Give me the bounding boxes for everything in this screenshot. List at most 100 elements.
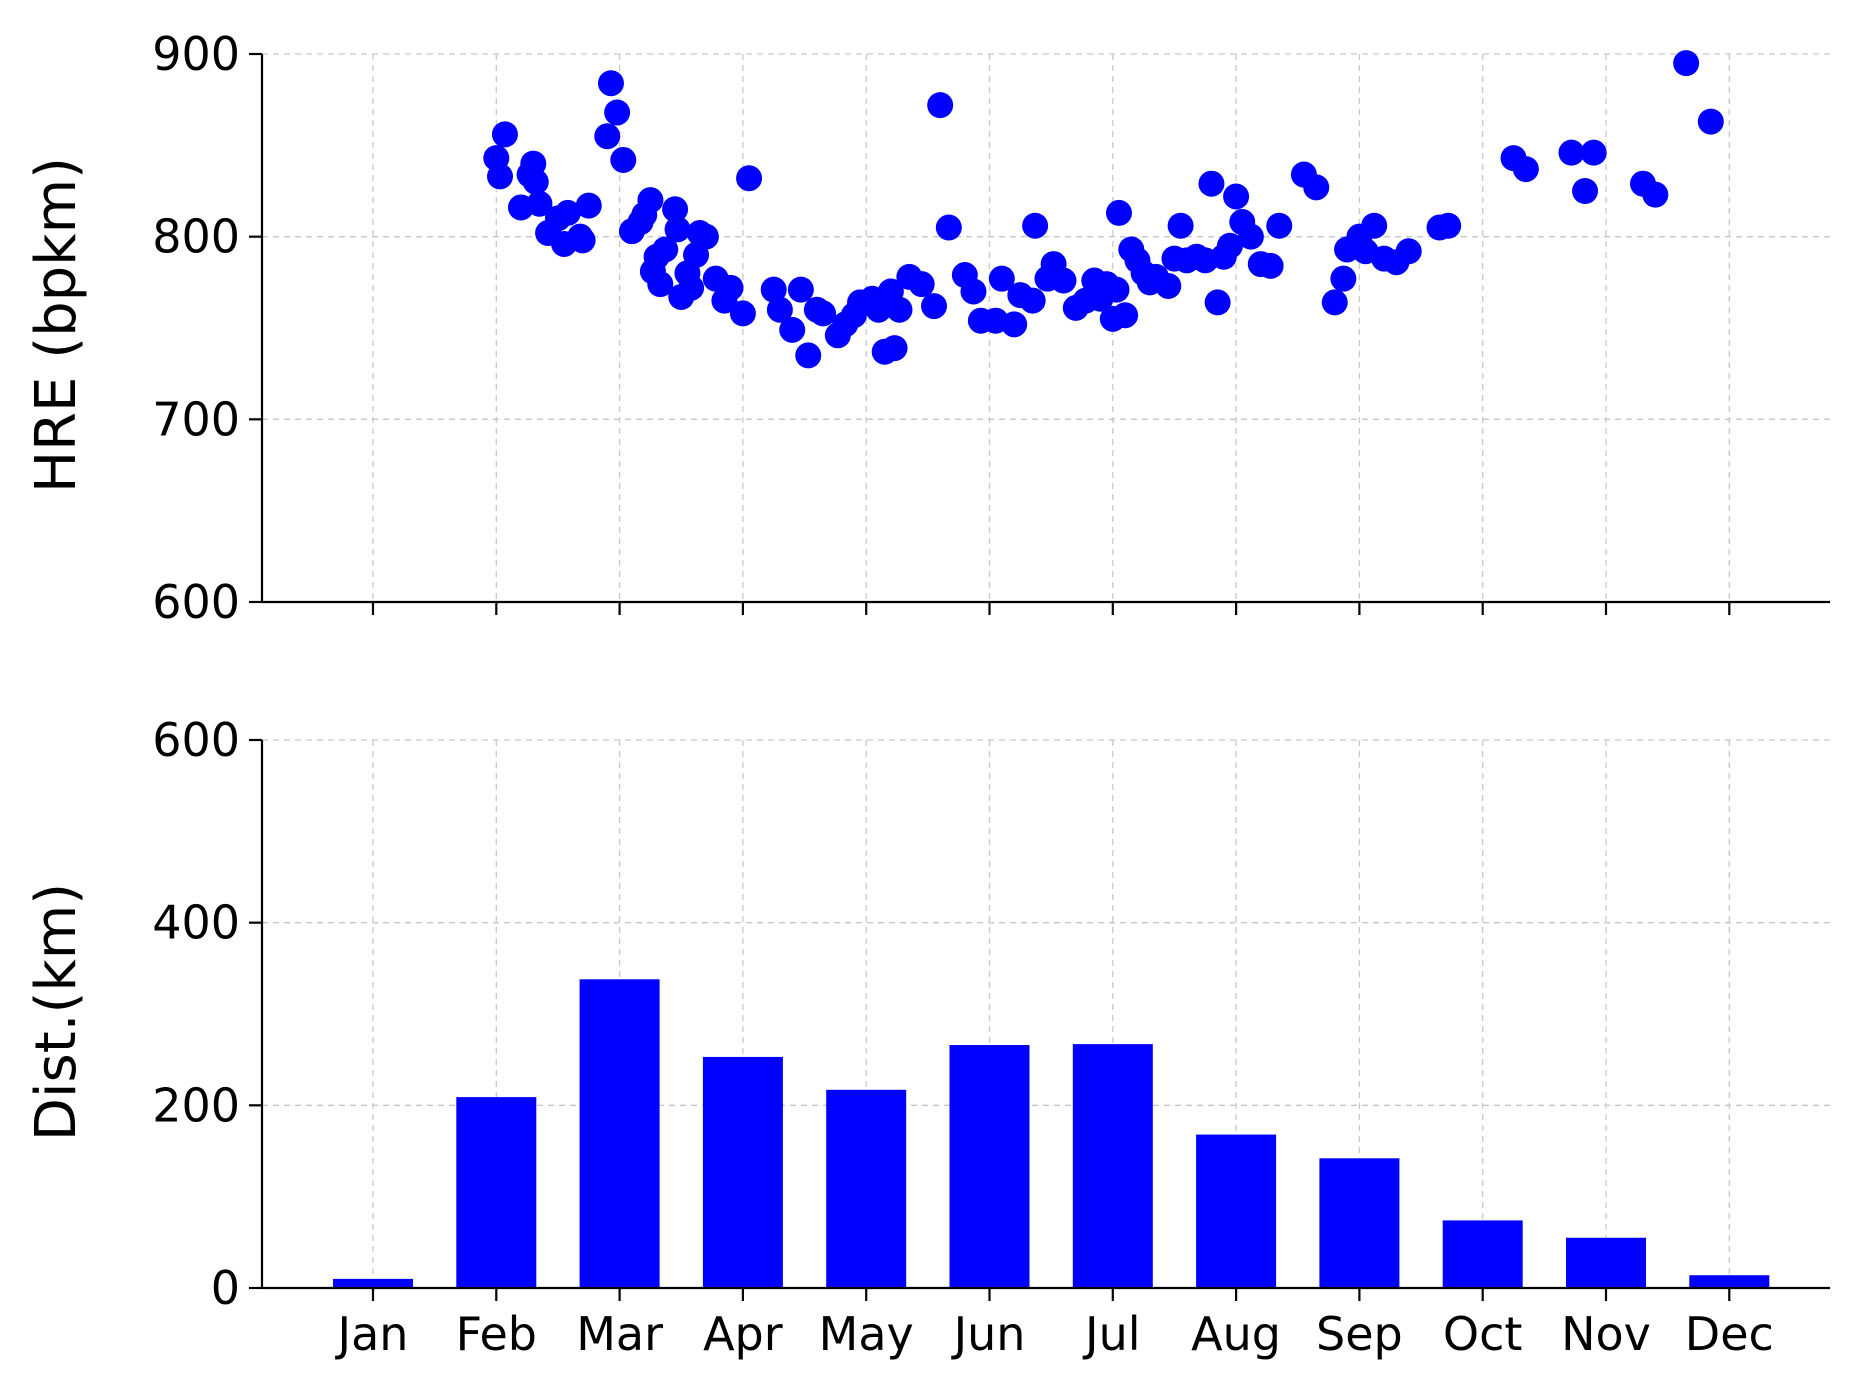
hre-point <box>1167 212 1194 239</box>
hre-axes: 600 700 800 900 <box>152 27 1830 629</box>
hre-point <box>810 300 837 327</box>
distance-y-tick-label: 0 <box>211 1261 240 1315</box>
distance-bar-apr <box>702 1056 783 1288</box>
hre-point <box>988 265 1015 292</box>
month-tick-label: Jul <box>1082 1307 1141 1361</box>
distance-y-tick-label: 600 <box>152 713 240 767</box>
distance-bar-mar <box>579 979 660 1288</box>
distance-bar-nov <box>1566 1237 1646 1288</box>
hre-point <box>1303 174 1330 201</box>
hre-point <box>1019 287 1046 314</box>
month-tick-label: Dec <box>1685 1307 1774 1361</box>
month-tick-label: Sep <box>1316 1307 1403 1361</box>
hre-point <box>575 192 602 219</box>
hre-point <box>522 168 549 195</box>
distance-y-axis-label: Dist.(km) <box>24 883 89 1141</box>
hre-y-tick-label: 700 <box>152 392 240 446</box>
hre-point <box>927 92 954 119</box>
hre-point <box>760 276 787 303</box>
month-tick-label: Jan <box>335 1307 409 1361</box>
distance-bar-dec <box>1689 1275 1770 1288</box>
hre-point <box>766 296 793 323</box>
hre-point <box>1050 267 1077 294</box>
hre-point <box>486 163 513 190</box>
hre-point <box>779 316 806 343</box>
hre-point <box>692 223 719 250</box>
distance-bar-jul <box>1072 1044 1153 1288</box>
hre-point <box>921 293 948 320</box>
hre-point <box>1155 272 1182 299</box>
hre-point <box>935 214 962 241</box>
hre-point <box>1395 238 1422 265</box>
hre-point <box>1257 252 1284 279</box>
hre-point <box>597 70 624 97</box>
month-tick-label: Oct <box>1443 1307 1523 1361</box>
month-tick-label: May <box>819 1307 914 1361</box>
hre-point <box>960 278 987 305</box>
hre-point <box>908 271 935 298</box>
hre-point <box>1697 108 1724 135</box>
hre-point <box>678 274 705 301</box>
hre-scatter-panel: 600 700 800 900 HRE (bpkm) <box>24 27 1830 629</box>
hre-point <box>1321 289 1348 316</box>
month-tick-label: Mar <box>576 1307 663 1361</box>
hre-point <box>569 227 596 254</box>
hre-point <box>1103 276 1130 303</box>
hre-point <box>1112 302 1139 329</box>
hre-point <box>881 335 908 362</box>
distance-y-tick-label: 200 <box>152 1078 240 1132</box>
hre-y-tick-label: 800 <box>152 210 240 264</box>
hre-point <box>491 121 518 148</box>
month-tick-label: Feb <box>456 1307 537 1361</box>
hre-point <box>1198 170 1225 197</box>
hre-point <box>795 342 822 369</box>
hre-point <box>1237 223 1264 250</box>
hre-point <box>787 276 814 303</box>
distance-bar-panel: 0 200 400 600 Jan Feb Mar Apr May Jun Jul Aug Sep Oct… <box>24 713 1830 1361</box>
hre-y-axis-label: HRE (bpkm) <box>24 157 89 493</box>
hre-point <box>1572 178 1599 204</box>
distance-bar-feb <box>456 1097 537 1288</box>
month-tick-label: Aug <box>1191 1307 1281 1361</box>
distance-bar-sep <box>1319 1158 1400 1288</box>
hre-point <box>1330 265 1357 292</box>
hre-point <box>637 187 664 214</box>
hre-point <box>526 190 553 217</box>
distance-bars <box>333 979 1770 1288</box>
distance-bar-oct <box>1442 1220 1523 1288</box>
hre-point <box>736 165 763 192</box>
hre-point <box>1512 156 1539 183</box>
month-tick-label: Apr <box>703 1307 783 1361</box>
hre-point <box>865 296 892 323</box>
hre-point <box>1361 212 1388 239</box>
distance-bar-jun <box>949 1045 1030 1288</box>
hre-point <box>662 196 689 223</box>
hre-point <box>554 199 581 226</box>
hre-point <box>1673 50 1700 77</box>
hre-point <box>664 216 691 243</box>
hre-point <box>1580 139 1607 166</box>
hre-point <box>652 236 679 263</box>
hre-point <box>1223 183 1250 210</box>
distance-bar-jan <box>333 1278 413 1288</box>
distance-axes: 0 200 400 600 Jan Feb Mar Apr May Jun Jul Aug Sep Oct… <box>152 713 1830 1361</box>
month-tick-label: Nov <box>1561 1307 1651 1361</box>
hre-point <box>647 271 674 298</box>
hre-y-tick-label: 600 <box>152 575 240 629</box>
hre-point <box>1216 232 1243 259</box>
hre-y-tick-label: 900 <box>152 27 240 81</box>
hre-point <box>1642 181 1669 208</box>
hre-point <box>610 146 637 173</box>
hre-point <box>729 300 756 327</box>
month-tick-label: Jun <box>951 1307 1026 1361</box>
hre-point <box>1001 311 1028 338</box>
hre-point <box>1435 212 1462 239</box>
hre-point <box>1022 212 1049 239</box>
hre-point <box>1204 289 1231 316</box>
hre-point <box>1558 139 1585 166</box>
hre-point <box>717 274 744 301</box>
hre-point <box>1105 199 1132 226</box>
distance-y-tick-label: 400 <box>152 896 240 950</box>
hre-point <box>886 296 913 323</box>
